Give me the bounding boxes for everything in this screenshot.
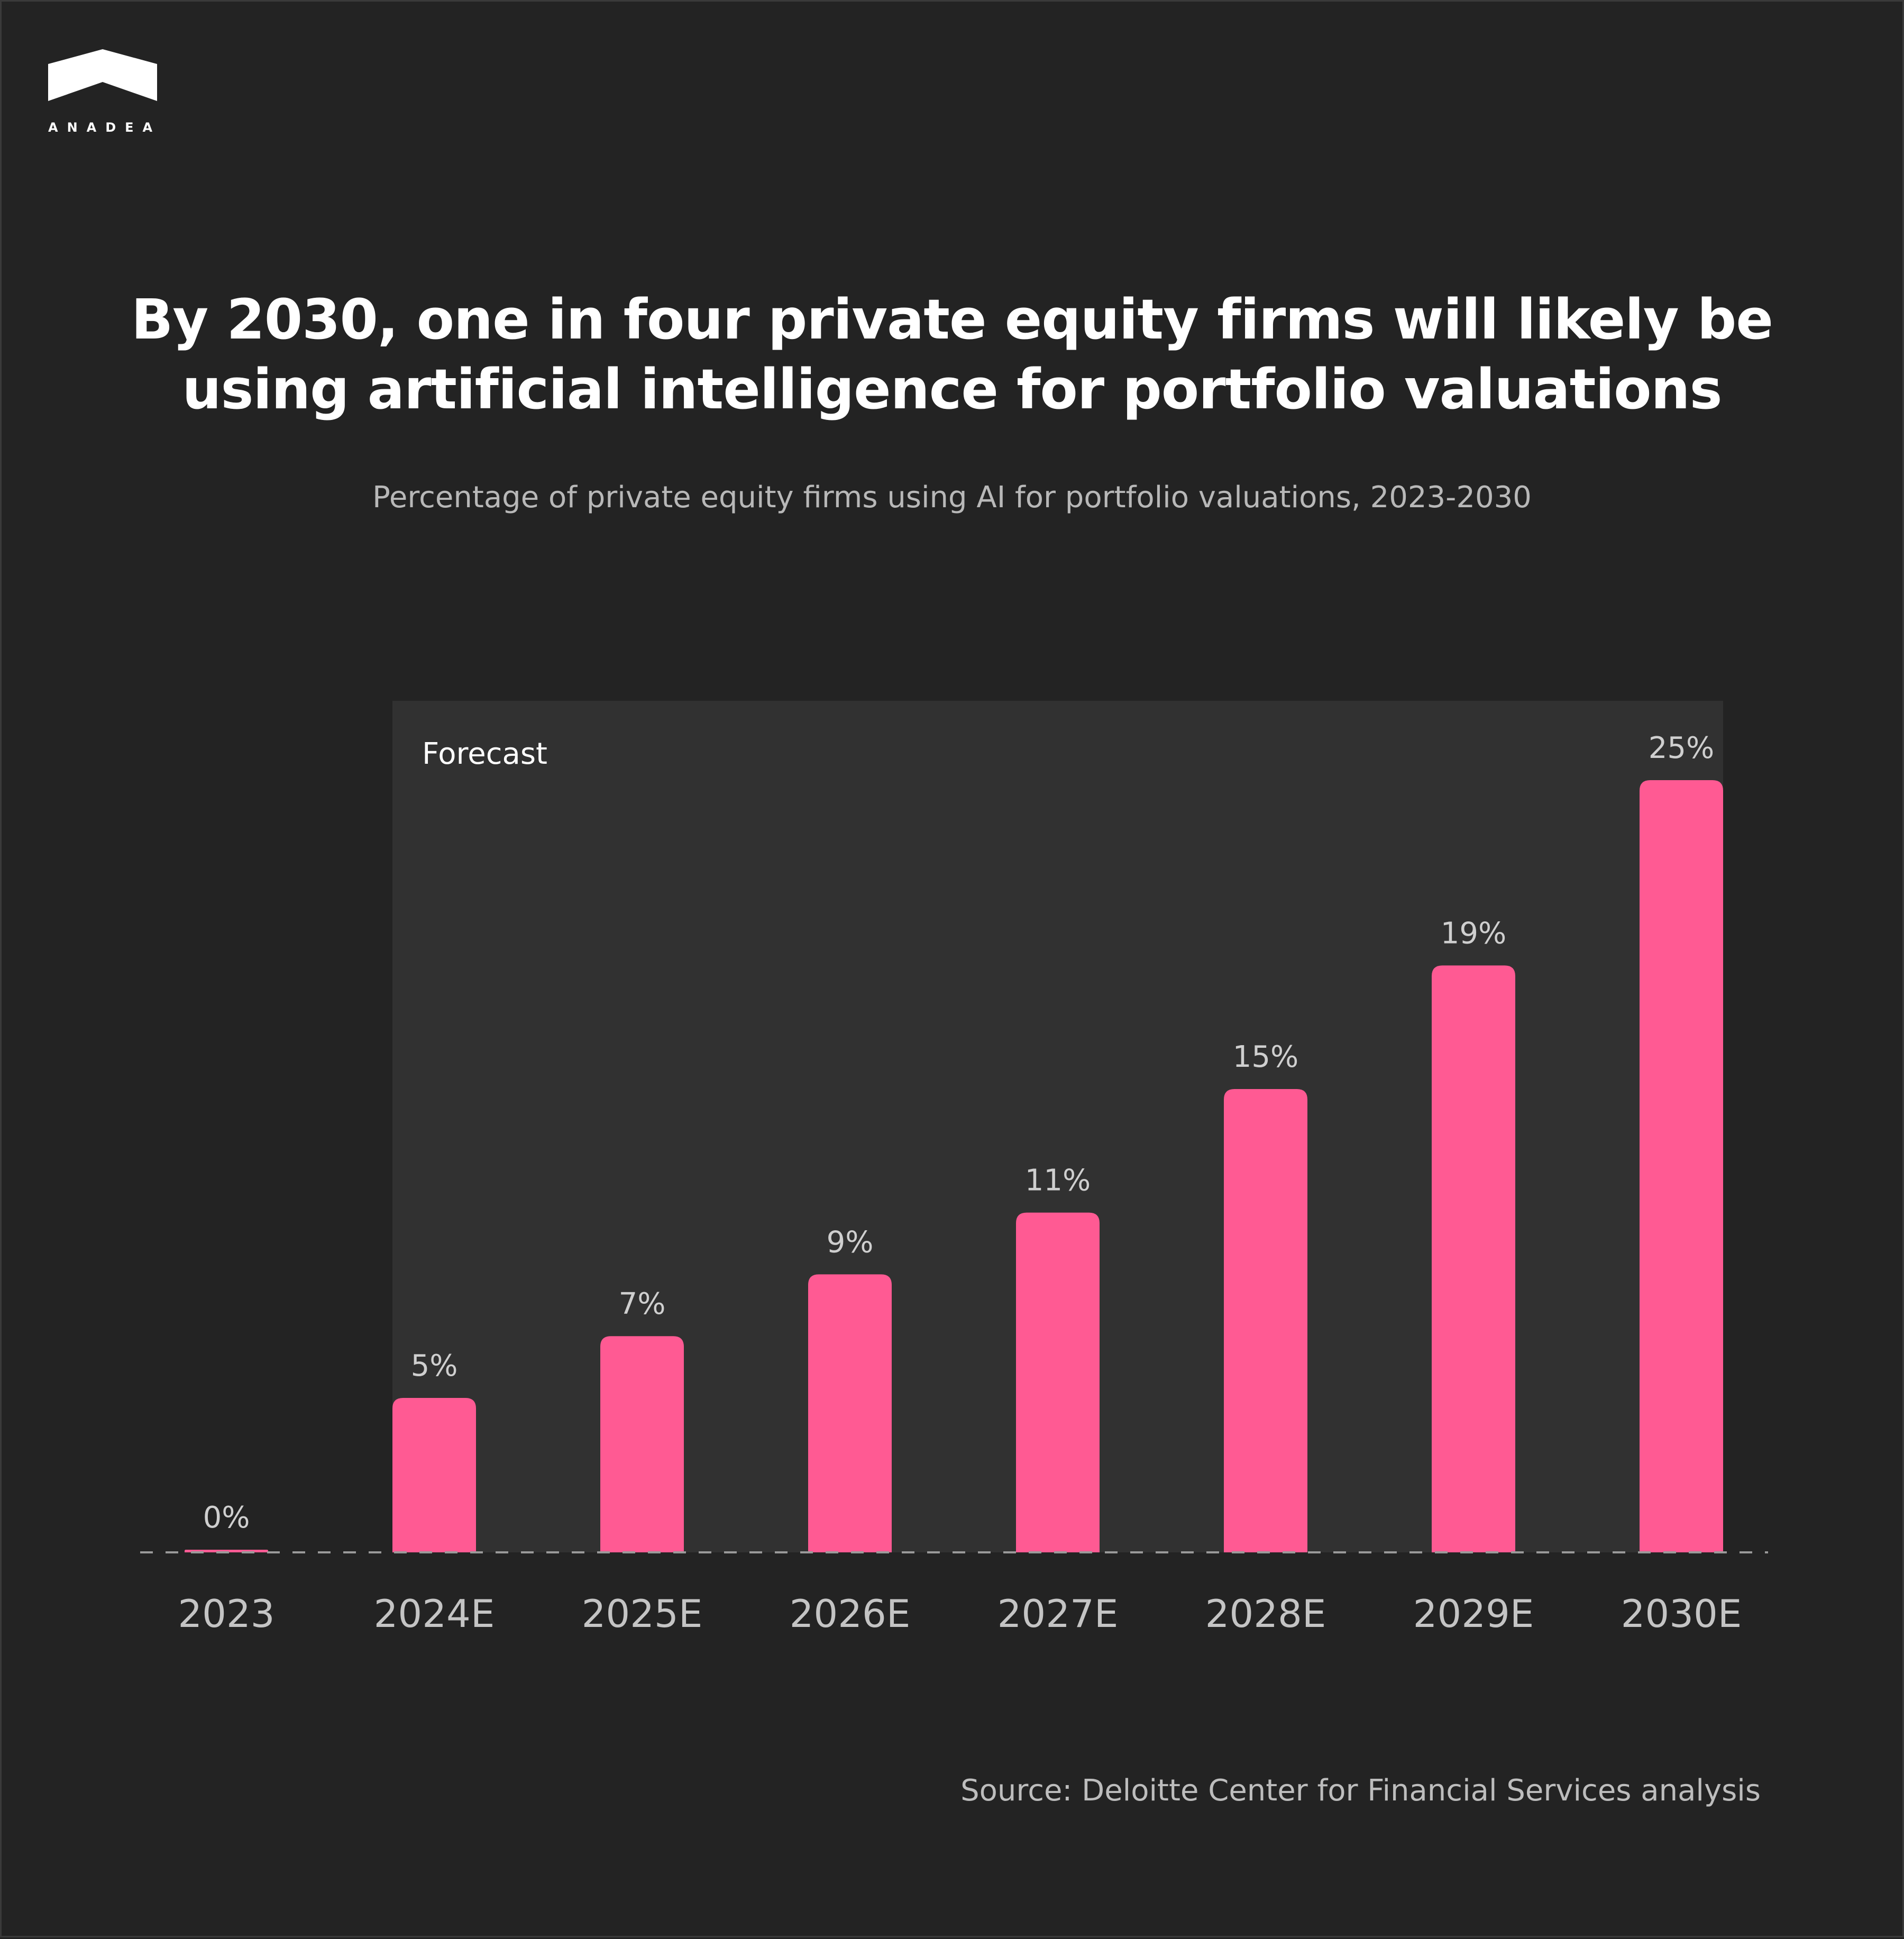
- bar-2026E: [808, 1274, 892, 1552]
- bar-2027E: [1016, 1212, 1100, 1552]
- data-label-2025E: 7%: [619, 1287, 666, 1321]
- roof-icon: [48, 49, 157, 101]
- data-label-2028E: 15%: [1233, 1040, 1298, 1074]
- x-tick-2028E: 2028E: [1205, 1592, 1326, 1636]
- x-tick-2024E: 2024E: [374, 1592, 495, 1636]
- bar-2024E: [392, 1398, 476, 1552]
- chart-subtitle: Percentage of private equity firms using…: [372, 480, 1532, 515]
- x-tick-2023: 2023: [178, 1592, 274, 1636]
- x-tick-2029E: 2029E: [1413, 1592, 1534, 1636]
- x-tick-2026E: 2026E: [790, 1592, 911, 1636]
- title-line-2: using artificial intelligence for portfo…: [182, 357, 1723, 422]
- data-label-2023: 0%: [203, 1501, 250, 1535]
- bar-2029E: [1432, 965, 1515, 1552]
- x-tick-2030E: 2030E: [1621, 1592, 1742, 1636]
- data-label-2027E: 11%: [1025, 1164, 1091, 1198]
- brand-logo: ANADEA: [48, 49, 159, 135]
- source-note: Source: Deloitte Center for Financial Se…: [960, 1773, 1761, 1808]
- data-label-2024E: 5%: [411, 1349, 458, 1383]
- forecast-label: Forecast: [422, 737, 547, 771]
- data-label-2029E: 19%: [1441, 916, 1506, 950]
- title-line-1: By 2030, one in four private equity firm…: [131, 287, 1773, 352]
- data-label-2026E: 9%: [827, 1225, 874, 1259]
- brand-name: ANADEA: [48, 120, 162, 135]
- x-tick-2027E: 2027E: [997, 1592, 1119, 1636]
- x-tick-2025E: 2025E: [582, 1592, 703, 1636]
- bar-2028E: [1224, 1089, 1307, 1552]
- bar-2025E: [600, 1336, 684, 1552]
- bar-2030E: [1640, 780, 1723, 1552]
- chart-title: By 2030, one in four private equity firm…: [107, 285, 1797, 424]
- data-label-2030E: 25%: [1649, 731, 1714, 765]
